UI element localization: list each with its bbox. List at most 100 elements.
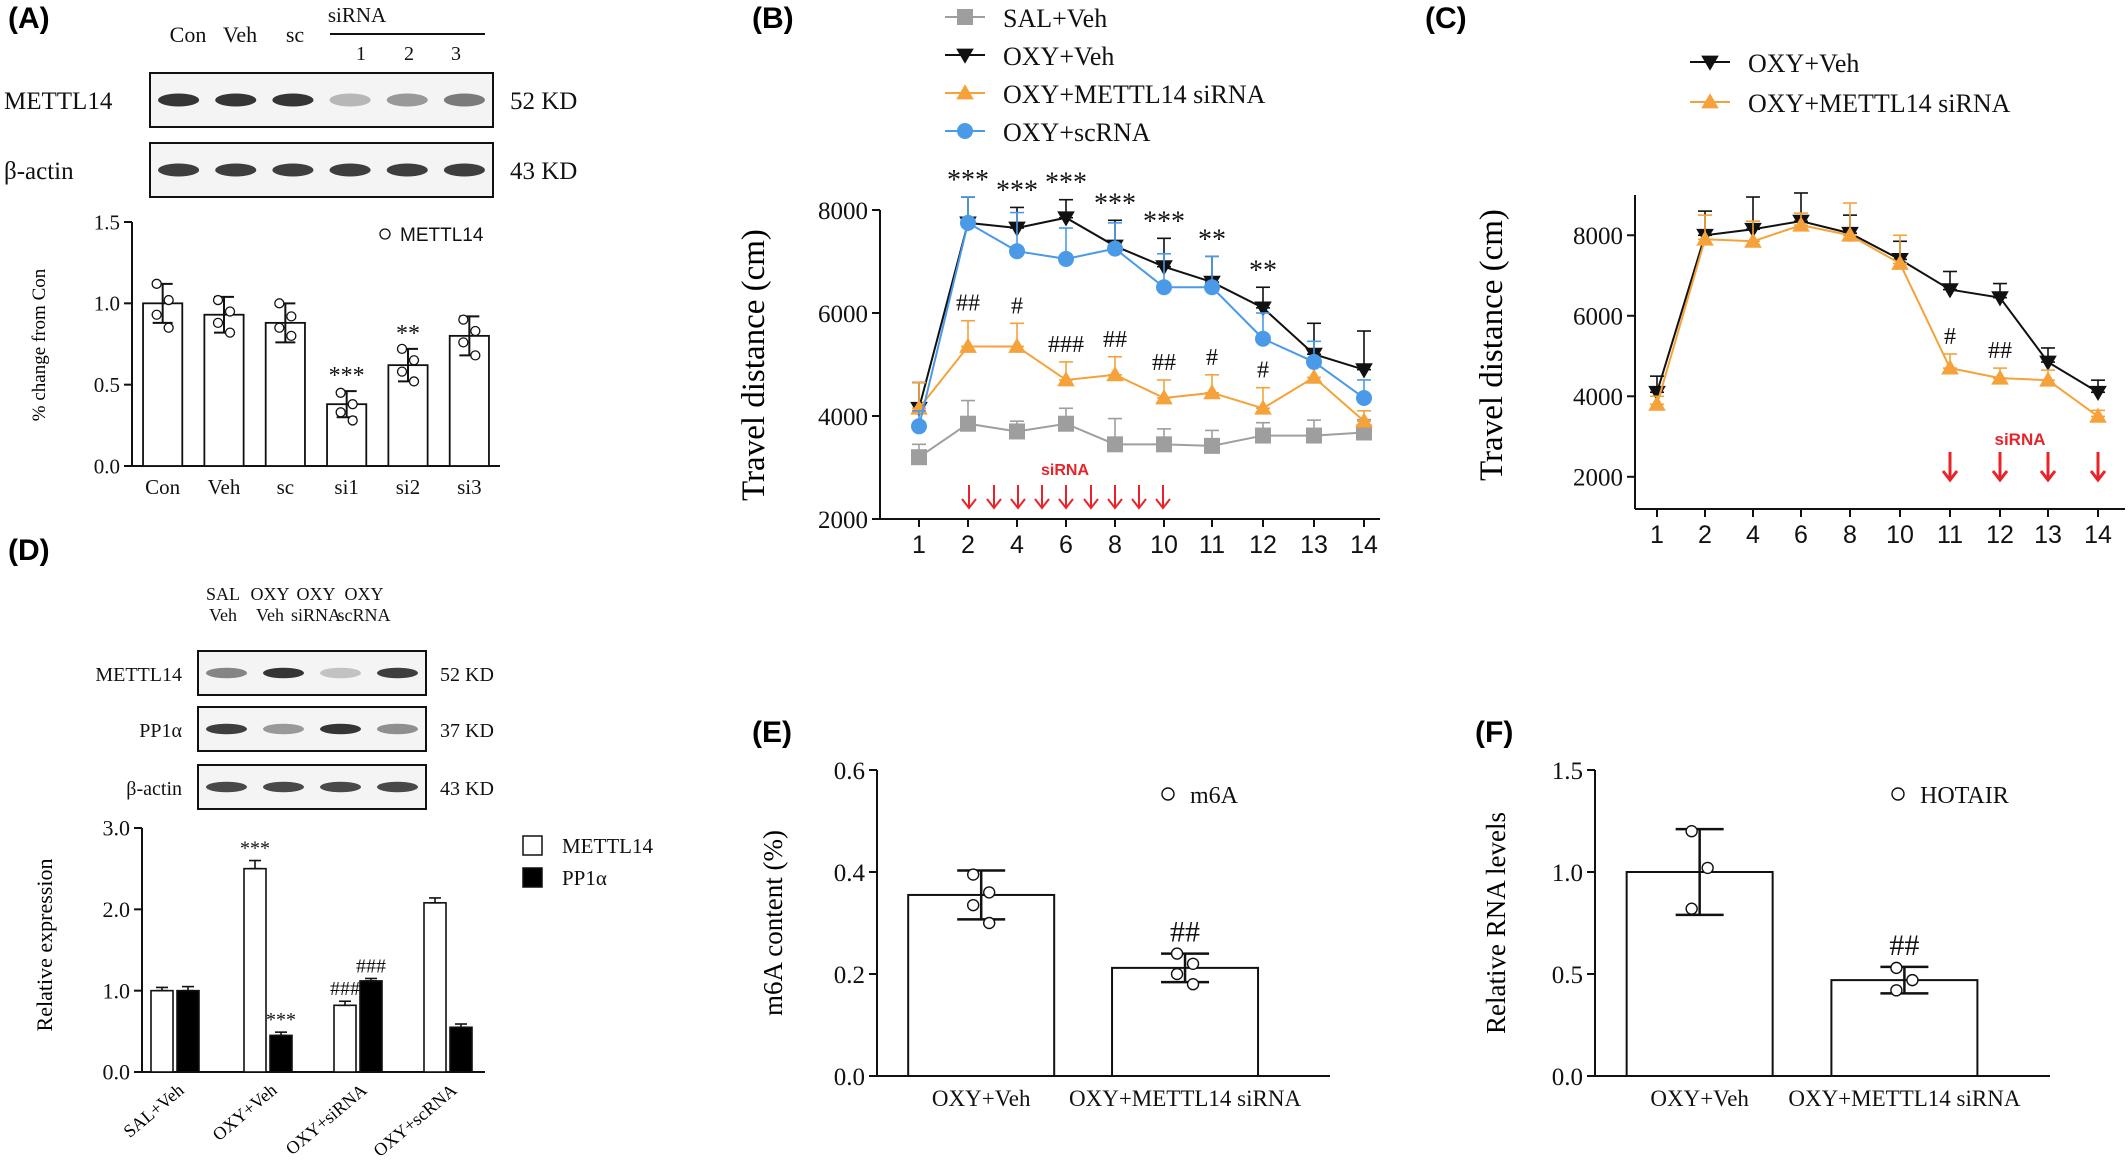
panel-c-series-line [1656, 224, 2099, 418]
panel-d-blot-kd: 52 KD [440, 664, 494, 686]
panel-a-y-axis-tick-label: 1.0 [94, 292, 120, 316]
panel-b-hash-annotation: # [1011, 293, 1023, 319]
panel-b-x-tick-label: 13 [1300, 531, 1328, 559]
panel-a-point [163, 322, 174, 333]
panel-e-point [982, 886, 996, 899]
panel-d-bar [449, 1026, 473, 1073]
panel-a-point [408, 355, 420, 366]
panel-f-point [1685, 902, 1698, 915]
panel-b-point [959, 337, 977, 353]
panel-b-hash-annotation: ## [1152, 350, 1176, 376]
panel-b-hash-annotation: ### [1048, 332, 1084, 358]
panel-b-point [1057, 211, 1075, 227]
panel-b-sig-annotation: ** [1198, 224, 1226, 255]
panel-a-legend-marker [379, 228, 391, 240]
panel-c-x-tick-label: 12 [1986, 521, 2014, 549]
panel-a-blot-1-band [443, 163, 485, 177]
panel-c-point [1991, 291, 2009, 307]
panel-a-bar [142, 302, 184, 467]
panel-f-bar [1830, 979, 1979, 1077]
panel-c-point [2089, 407, 2107, 423]
panel-e-bar [907, 893, 1056, 1078]
panel-b-sirna-arrow-head [1083, 498, 1099, 510]
panel-a-sirna-label: siRNA [328, 3, 387, 27]
panel-d-legend-swatch [522, 835, 543, 856]
panel-e-point [966, 868, 980, 881]
panel-b-x-tick-label: 6 [1059, 531, 1073, 559]
panel-a-lane-header: Veh [223, 22, 257, 47]
panel-a-x-tick-label: si3 [457, 475, 482, 499]
panel-c-y-axis-tick-label: 4000 [1573, 384, 1623, 411]
panel-b-legend-marker [957, 9, 973, 25]
panel-c-hash-annotation: ## [1988, 338, 2012, 364]
panel-b-point [1305, 368, 1323, 384]
panel-b-point [960, 214, 976, 231]
panel-d-lane-header: Veh [209, 605, 237, 625]
panel-e-point [1186, 978, 1200, 991]
panel-d-label: (D) [8, 534, 50, 567]
panel-c-x-tick-label: 11 [1937, 521, 1963, 549]
panel-b-point [1057, 371, 1075, 387]
panel-c-sirna-arrow-head [1991, 470, 2009, 483]
panel-e-label: (E) [752, 716, 792, 749]
panel-c-point [2089, 385, 2107, 402]
panel-a-bar [264, 321, 306, 467]
panel-a-blot-0-band [386, 93, 428, 107]
panel-a-point [151, 309, 162, 320]
panel-b-y-axis-tick-label: 2000 [818, 507, 868, 534]
panel-b-y-axis-tick-label: 4000 [818, 404, 868, 431]
panel-e-x-tick-label: OXY+METTL14 siRNA [1069, 1086, 1301, 1111]
panel-b-legend-label: OXY+METTL14 siRNA [1003, 80, 1266, 109]
panel-a-point [396, 343, 408, 355]
panel-b-point [1306, 427, 1322, 444]
panel-d-legend-label: METTL14 [562, 834, 653, 858]
panel-b-point [1355, 363, 1373, 379]
panel-e-point [1170, 967, 1184, 981]
panel-b-sirna-arrow-head [986, 498, 1002, 510]
panel-b-legend-label: SAL+Veh [1003, 4, 1107, 33]
panel-b-sirna-arrow-head [1131, 498, 1147, 510]
panel-a-point [335, 407, 346, 418]
panel-e-point [1186, 957, 1200, 970]
panel-a-point [163, 294, 174, 306]
panel-b-point [1356, 389, 1372, 406]
panel-f-ylabel: Relative RNA levels [1481, 812, 1511, 1034]
panel-e-point [1170, 947, 1184, 960]
panel-a-point [212, 317, 224, 329]
panel-b-x-tick-label: 14 [1350, 531, 1378, 559]
panel-a-sirna-lane: 1 [356, 43, 366, 65]
panel-b-point [1356, 424, 1372, 441]
panel-d-annotation: *** [266, 1009, 296, 1031]
panel-a-blot-name: β-actin [4, 158, 74, 185]
panel-a-y-axis-tick-label: 1.5 [94, 210, 120, 234]
panel-c-sirna-note: siRNA [1994, 430, 2045, 449]
panel-f-annotation: ## [1889, 929, 1919, 962]
panel-b-series-line [918, 422, 1365, 459]
panel-a-point [347, 399, 358, 410]
panel-b-hash-annotation: ## [1103, 327, 1127, 353]
panel-f-point [1685, 825, 1698, 838]
panel-b-sig-annotation: *** [947, 165, 989, 196]
panel-b-sirna-arrow-head [1010, 498, 1026, 510]
panel-b-legend-marker [956, 84, 974, 100]
panel-d-y-axis-tick-label: 2.0 [103, 897, 131, 922]
panel-b-legend-marker [956, 48, 974, 64]
panel-a-ylabel: % change from Con [29, 268, 50, 421]
panel-c-x-tick-label: 10 [1886, 521, 1914, 549]
panel-a-point [458, 337, 469, 348]
panel-d-y-axis-tick-label: 0.0 [103, 1060, 131, 1085]
panel-e-x-tick-label: OXY+Veh [932, 1086, 1031, 1111]
panel-f-legend-label: HOTAIR [1920, 783, 2009, 809]
panel-b-point [1155, 389, 1173, 405]
panel-b-x-tick-label: 10 [1150, 531, 1178, 559]
panel-d-legend-label: PP1α [562, 866, 607, 890]
panel-e-point [982, 916, 996, 930]
panel-d-blot-2-band [319, 781, 362, 793]
panel-b-point [960, 415, 976, 432]
panel-c-x-tick-label: 1 [1650, 521, 1664, 549]
panel-d-blot-kd: 43 KD [440, 778, 494, 800]
panel-b-sirna-arrow-head [961, 498, 977, 510]
panel-b-hash-annotation: # [1206, 345, 1218, 371]
panel-d-blot-name: METTL14 [95, 664, 182, 686]
